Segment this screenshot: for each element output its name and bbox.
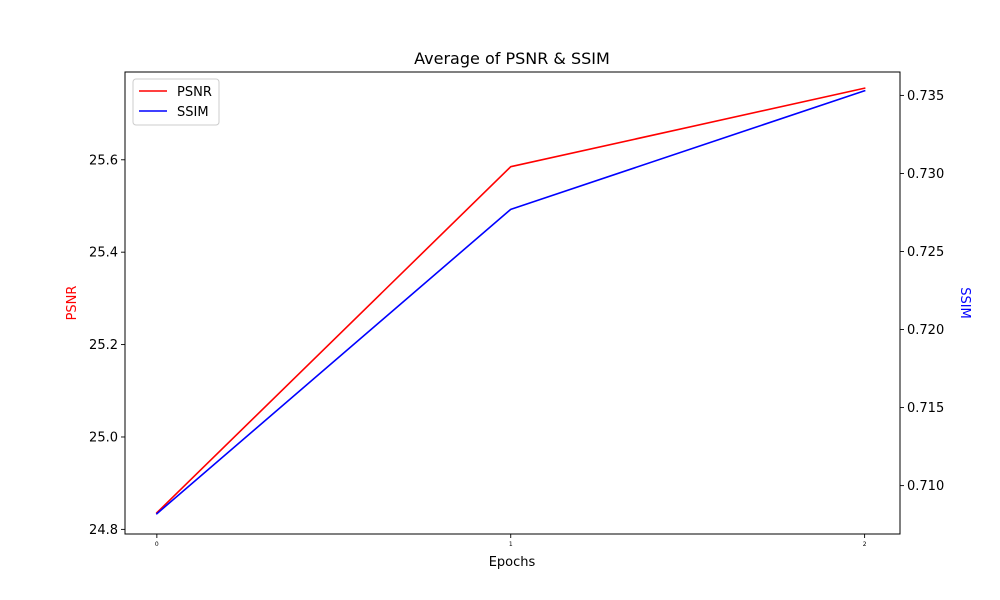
right-y-axis: 0.710 0.715 0.720 0.725 0.730 0.735 [900,89,944,494]
left-tick-label: 25.0 [89,430,118,445]
right-tick-label: 0.720 [907,323,944,338]
x-axis-label: Epochs [489,555,536,570]
right-tick-label: 0.735 [907,89,944,104]
left-tick-label: 25.6 [89,153,118,168]
right-tick-label: 0.715 [907,401,944,416]
right-tick-label: 0.710 [907,479,944,494]
x-tick-label: 0 [155,541,159,548]
left-y-axis: 24.8 25.0 25.2 25.4 25.6 [89,153,125,538]
left-tick-label: 25.2 [89,338,118,353]
left-y-axis-label: PSNR [65,286,80,321]
right-tick-label: 0.725 [907,245,944,260]
right-tick-label: 0.730 [907,167,944,182]
plot-frame [124,71,901,535]
legend-psnr-label: PSNR [177,85,212,100]
chart-title: Average of PSNR & SSIM [414,49,610,68]
legend: PSNR SSIM [132,78,220,126]
left-tick-label: 24.8 [89,523,118,538]
left-tick-label: 25.4 [89,246,118,261]
series-line-psnr [155,87,866,514]
series-line-ssim [155,89,866,515]
x-tick-label: 2 [863,541,867,548]
legend-ssim-label: SSIM [177,105,209,120]
x-axis: 0 1 2 [155,534,867,548]
x-tick-label: 1 [509,541,513,548]
right-y-axis-label: SSIM [957,287,972,319]
plot-lines [155,87,866,515]
